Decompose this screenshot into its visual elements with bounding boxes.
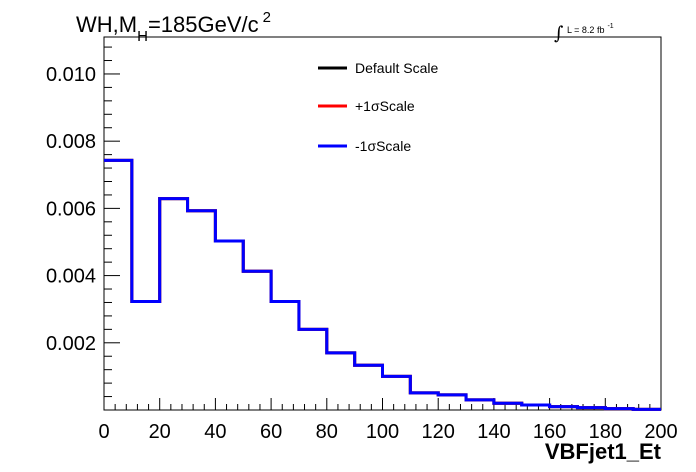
x-tick-labels: 0 20 40 60 80 100 120 140 160 180 200: [98, 421, 677, 443]
x-tick-label: 80: [316, 421, 338, 443]
integral-symbol: ∫: [554, 23, 564, 44]
x-tick-label: 120: [422, 421, 455, 443]
series-layer: [104, 158, 661, 411]
x-tick-label: 20: [149, 421, 171, 443]
x-tick-label: 60: [260, 421, 282, 443]
y-tick-label: 0.006: [46, 198, 96, 220]
plot-title: WH,MH=185GeV/c 2: [76, 9, 271, 45]
luminosity-label: L = 8.2 fb -1: [567, 23, 614, 35]
y-tick-labels: 0.002 0.004 0.006 0.008 0.010: [46, 64, 96, 355]
x-tick-label: 160: [533, 421, 566, 443]
legend: Default Scale +1σScale -1σScale: [318, 60, 438, 154]
y-tick-label: 0.002: [46, 333, 96, 355]
legend-entry: +1σScale: [355, 98, 415, 114]
x-tick-label: 200: [644, 421, 677, 443]
y-tick-label: 0.004: [46, 266, 96, 288]
y-tick-label: 0.008: [46, 131, 96, 153]
legend-entry: -1σScale: [355, 138, 411, 154]
x-tick-label: 40: [204, 421, 226, 443]
x-tick-label: 140: [477, 421, 510, 443]
x-tick-label: 100: [366, 421, 399, 443]
x-tick-label: 0: [98, 421, 109, 443]
legend-entry: Default Scale: [355, 60, 438, 76]
series-line: [104, 158, 661, 411]
x-axis-title: VBFjet1_Et: [545, 439, 662, 464]
x-tick-label: 180: [589, 421, 622, 443]
plot-frame: [103, 36, 662, 411]
y-tick-label: 0.010: [46, 64, 96, 86]
